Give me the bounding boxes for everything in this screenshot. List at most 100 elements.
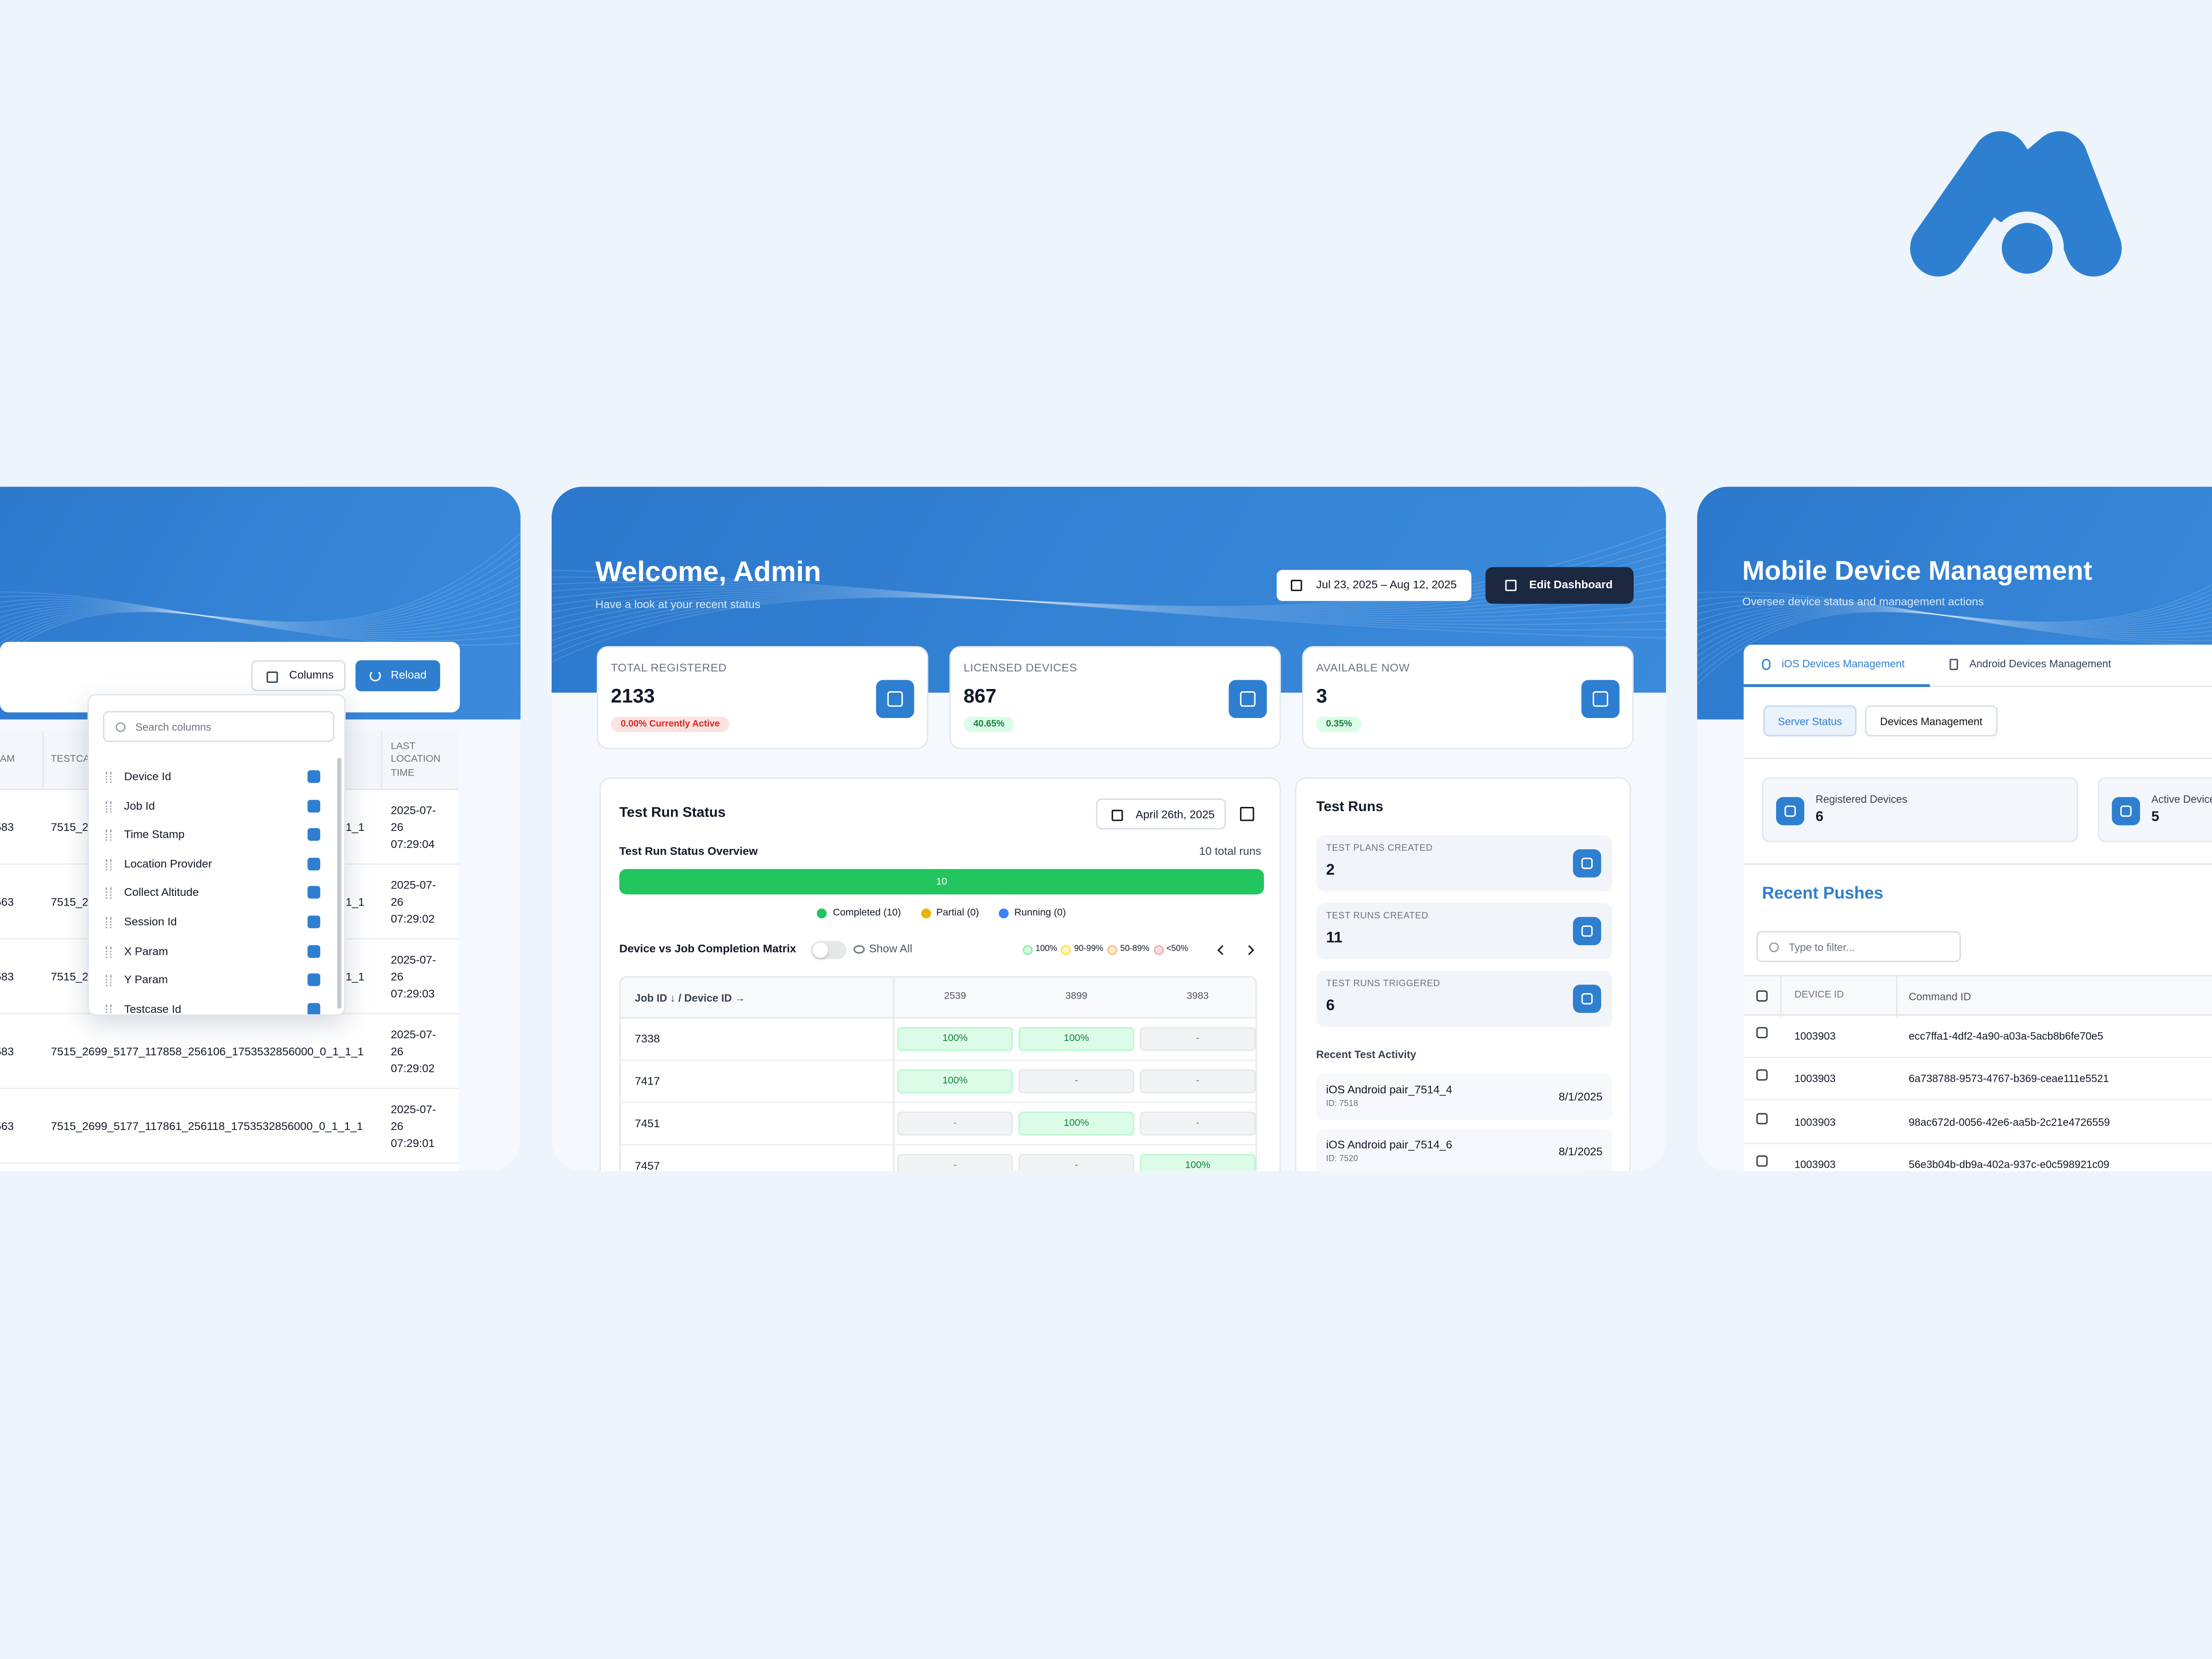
wave-line: [0, 533, 521, 659]
date-range-button[interactable]: Jul 23, 2025 – Aug 12, 2025: [1277, 570, 1471, 601]
edit-dashboard-button[interactable]: Edit Dashboard: [1485, 567, 1634, 604]
subtab[interactable]: Server Status: [1763, 705, 1857, 736]
tab[interactable]: iOS Devices Management: [1760, 650, 1944, 678]
column-divider: [1896, 976, 1898, 1018]
option-label: Session Id: [124, 915, 177, 929]
device-panel: Mobile Device Management Oversee device s…: [1697, 487, 2212, 1171]
reload-button[interactable]: Reload: [355, 660, 441, 691]
column-option[interactable]: Device Id: [89, 765, 336, 790]
activity-item[interactable]: iOS Android pair_7514_6 ID: 7520 8/1/2025: [1316, 1128, 1612, 1171]
metric-value: 6: [1326, 997, 1335, 1015]
columns-button[interactable]: Columns: [251, 660, 346, 691]
subtab[interactable]: Devices Management: [1865, 705, 1998, 736]
cell: 7515_2: [51, 895, 88, 909]
toggle[interactable]: [811, 941, 847, 959]
checkbox[interactable]: [1756, 1155, 1768, 1167]
column-picker: Search columns Device Id Job Id Time Stamp L…: [87, 694, 346, 1016]
checkbox[interactable]: [307, 944, 320, 958]
column-option[interactable]: Session Id: [89, 910, 336, 935]
matrix-row: 7451 -100% -: [620, 1103, 1256, 1146]
cell: 7515_2: [51, 971, 88, 983]
activity-id: ID: 7520: [1326, 1155, 1359, 1164]
column-option[interactable]: Time Stamp: [89, 823, 336, 848]
icon-glyph: [1581, 857, 1593, 870]
icon: [1229, 680, 1267, 718]
prev-button[interactable]: [1217, 945, 1228, 955]
stat-card: AVAILABLE NOW 3 0.35%: [1302, 646, 1634, 749]
column-option[interactable]: Location Provider: [89, 852, 336, 877]
checkbox[interactable]: [307, 1002, 320, 1015]
device-id: 1003903: [1794, 1030, 1836, 1043]
page-title: Welcome, Admin: [595, 557, 821, 588]
checkbox[interactable]: [307, 886, 320, 900]
column-option[interactable]: Job Id: [89, 794, 336, 819]
job-id: 7417: [635, 1075, 660, 1088]
matrix-header: Job ID ↓ / Device ID → 2539 3899 3983: [620, 977, 1256, 1019]
checkbox[interactable]: [307, 857, 320, 871]
checkbox[interactable]: [1756, 1070, 1768, 1081]
checkbox[interactable]: [307, 799, 320, 812]
completion-cell: 100%: [1140, 1154, 1256, 1171]
activity-item[interactable]: iOS Android pair_7514_4 ID: 7518 8/1/2025: [1316, 1073, 1612, 1120]
tab[interactable]: Android Devices Management: [1948, 650, 2146, 678]
wave-line: [1697, 591, 2212, 646]
checkbox[interactable]: [307, 915, 320, 929]
cell: 0583: [0, 1045, 14, 1058]
column-option[interactable]: Testcase Id: [89, 997, 336, 1015]
checkbox[interactable]: [1756, 1027, 1768, 1039]
stat-label: TOTAL REGISTERED: [611, 661, 727, 675]
device-stat-card: Active Devices 5: [2098, 777, 2212, 842]
matrix-table: Job ID ↓ / Device ID → 2539 3899 3983 7338 10…: [619, 976, 1257, 1171]
stat-value: 2133: [611, 684, 655, 707]
legend-dot: [999, 907, 1009, 918]
metric-card: TEST PLANS CREATED 2: [1316, 835, 1612, 892]
job-id: 7338: [635, 1032, 660, 1046]
tab-label: Android Devices Management: [1969, 657, 2112, 671]
completion-cell: -: [897, 1154, 1013, 1171]
stat-badge: 40.65%: [963, 717, 1015, 732]
stat-value: 5: [2151, 810, 2159, 825]
column-option[interactable]: Collect Altitude: [89, 881, 336, 906]
checkbox[interactable]: [307, 828, 320, 841]
checkbox[interactable]: [307, 973, 320, 987]
legend-label: Running (0): [1014, 907, 1066, 918]
table-row: 1003903 98ac672d-0056-42e6-aa5b-2c21e4726…: [1743, 1101, 2212, 1144]
checkbox[interactable]: [1756, 990, 1768, 1002]
filter-input[interactable]: Type to filter...: [1756, 931, 1961, 962]
legend-item: <50%: [1153, 942, 1188, 957]
legend-item: Completed (10): [817, 904, 901, 921]
column-option[interactable]: Y Param: [89, 968, 336, 994]
date-button[interactable]: April 26th, 2025: [1096, 798, 1226, 830]
corner-header: Job ID ↓ / Device ID →: [635, 992, 746, 1005]
next-button[interactable]: [1244, 945, 1254, 955]
divider: [1743, 757, 2212, 759]
wave-line: [0, 603, 521, 634]
cell: 7515_2699_5177_117858_256106_17535328560…: [51, 1045, 364, 1058]
table-row: 1003903 ecc7ffa1-4df2-4a90-a03a-5acb8b6fe…: [1743, 1016, 2212, 1058]
stat-label: LICENSED DEVICES: [963, 661, 1077, 675]
legend-dot: [920, 907, 931, 918]
checkbox[interactable]: [307, 770, 320, 783]
wave-line: [1697, 584, 2212, 685]
legend-swatch: [1107, 944, 1118, 954]
drag-handle: [106, 1004, 112, 1015]
drag-handle: [106, 975, 112, 987]
total-runs: 10 total runs: [1199, 845, 1261, 858]
metric-label: TEST RUNS CREATED: [1326, 911, 1429, 921]
button-label: Jul 23, 2025 – Aug 12, 2025: [1316, 578, 1457, 591]
stat-card: TOTAL REGISTERED 2133 0.00% Currently Acti…: [596, 646, 929, 749]
wave-line: [0, 601, 521, 635]
column-divider: [42, 730, 44, 790]
grid-button[interactable]: [1240, 807, 1254, 821]
completion-cell: -: [1140, 1069, 1256, 1094]
icon-glyph: [1581, 992, 1593, 1005]
column-option[interactable]: X Param: [89, 939, 336, 965]
checkbox[interactable]: [1756, 1112, 1768, 1124]
search-input[interactable]: Search columns: [103, 711, 335, 742]
cell: 1_1: [346, 895, 365, 909]
wave-line: [1697, 599, 2212, 638]
stat-value: 3: [1316, 684, 1327, 707]
wave-line: [0, 595, 521, 641]
cell: 7515_2699_5177_117861_256118_17535328560…: [51, 1120, 363, 1133]
wave-line: [551, 578, 1666, 620]
